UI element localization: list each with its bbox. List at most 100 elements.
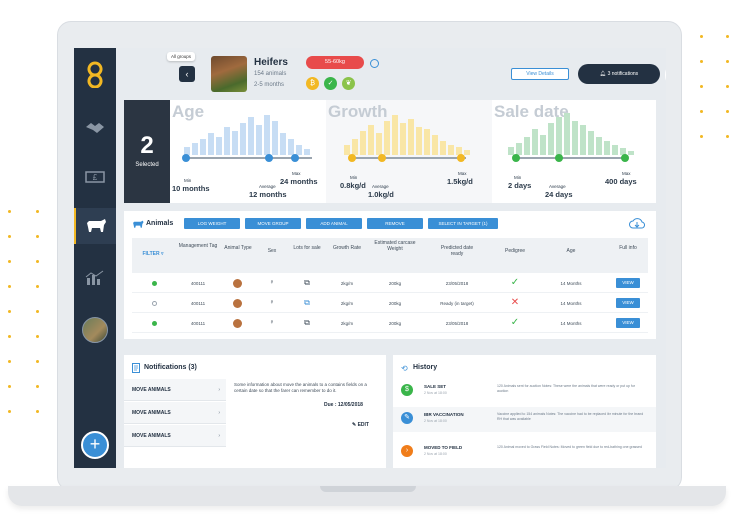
history-name: MOVED TO FIELD [424, 445, 463, 450]
col-animal-type[interactable]: Animal Type [224, 245, 252, 251]
add-animal-button[interactable]: ADD ANIMAL [306, 218, 362, 229]
notification-item[interactable]: MOVE ANIMALS › [124, 402, 226, 424]
history-item[interactable]: › MOVED TO FIELD 2 Nov at 18:00 120 Anim… [393, 440, 656, 465]
view-details-button[interactable]: View Details [511, 68, 569, 80]
col-carcase-weight[interactable]: Estimated carcase Weight [374, 240, 416, 252]
history-name: SALE SET [424, 384, 447, 389]
select-in-target-button[interactable]: SELECT IN TARGET (1) [428, 218, 498, 229]
age-max-handle[interactable] [291, 154, 299, 162]
external-link-icon[interactable]: ⧉ [304, 278, 310, 287]
female-icon: ♀ [269, 299, 275, 306]
pencil-icon: ✎ [352, 422, 357, 428]
col-management-tag[interactable]: Management Tag [178, 243, 218, 249]
sale-min-handle[interactable] [512, 154, 520, 162]
table-row[interactable]: 400111 ♀ ⧉ 2kg/m 200kg Ready (in target)… [132, 294, 648, 313]
notifications-panel: Notifications (3) MOVE ANIMALS › MOVE ANI… [124, 355, 386, 468]
sidebar-item-trade[interactable] [74, 114, 116, 142]
table-row[interactable]: 400111 ♀ ⧉ 2kg/m 200kg 23/05/2018 ✓ 14 M… [132, 314, 648, 333]
edit-label: EDIT [357, 422, 369, 428]
cloud-download-icon[interactable] [629, 217, 645, 230]
growth-min-handle[interactable] [348, 154, 356, 162]
app-screen: £ + All groups ‹ Heifers 154 animals 2-5… [74, 48, 666, 468]
remove-button[interactable]: REMOVE [367, 218, 423, 229]
growth-avg-value: 1.0kg/d [368, 190, 394, 199]
col-predicted-date[interactable]: Predicted date ready [440, 245, 474, 257]
selected-box: 2 Selected [124, 100, 170, 203]
history-date: 2 Nov at 18:00 [424, 391, 447, 395]
sidebar-item-finance[interactable]: £ [74, 163, 116, 191]
coin-badge-icon: ₿ [306, 77, 319, 90]
age-min-handle[interactable] [182, 154, 190, 162]
notification-item[interactable]: MOVE ANIMALS › [124, 379, 226, 401]
notification-item[interactable]: MOVE ANIMALS › [124, 425, 226, 447]
notifications-button[interactable]: 🔔︎ 3 notifications [578, 64, 660, 84]
avatar[interactable] [82, 317, 108, 343]
move-group-button[interactable]: MOVE GROUP [245, 218, 301, 229]
growth-min-value: 0.8kg/d [340, 181, 366, 190]
growth-min-label: Min [350, 175, 358, 180]
col-age[interactable]: Age [566, 248, 576, 254]
history-item[interactable]: ✎ IBR VACCINATION 2 Nov at 18:00 Vaccine… [393, 407, 656, 432]
external-link-icon[interactable]: ⧉ [304, 298, 310, 307]
sale-max-label: Max [622, 171, 631, 176]
cell-date: 23/05/2018 [445, 321, 469, 326]
top-bar: All groups ‹ Heifers 154 animals 2-5 mon… [116, 48, 666, 98]
cell-date: 23/05/2018 [445, 281, 469, 286]
view-button[interactable]: VIEW [616, 318, 640, 328]
age-panel: Age Min [170, 100, 326, 203]
col-lots-for-sale[interactable]: Lots for sale [293, 245, 321, 251]
cell-age: 14 Months [560, 281, 582, 286]
col-pedigree[interactable]: Pedigree [504, 248, 525, 254]
history-item[interactable]: $ SALE SET 2 Nov at 18:00 120 Animals se… [393, 379, 656, 404]
age-avg-handle [265, 154, 273, 162]
external-link-icon[interactable]: ⧉ [304, 318, 310, 327]
growth-max-handle[interactable] [457, 154, 465, 162]
growth-title: Growth [328, 102, 388, 121]
growth-avg-label: Average [372, 184, 389, 189]
arrow-right-icon: › [401, 445, 413, 457]
history-date: 2 Nov at 18:00 [424, 419, 447, 423]
weight-label: 55-60kg [325, 59, 345, 65]
col-sex[interactable]: Sex [267, 248, 277, 254]
animals-panel: Animals LOG WEIGHT MOVE GROUP ADD ANIMAL… [124, 211, 656, 339]
sale-avg-label: Average [549, 184, 566, 189]
view-button[interactable]: VIEW [616, 278, 640, 288]
animal-type-icon [233, 299, 242, 308]
col-full-info[interactable]: Full info [619, 245, 637, 251]
log-weight-button[interactable]: LOG WEIGHT [184, 218, 240, 229]
logo-icon[interactable] [83, 60, 107, 88]
history-title: History [413, 364, 438, 371]
sidebar-item-animals[interactable] [74, 208, 116, 244]
money-icon: £ [85, 171, 105, 183]
age-avg-value: 12 months [249, 190, 287, 199]
cell-tag: 400111 [190, 281, 206, 286]
sidebar-item-reports[interactable] [74, 264, 116, 292]
filter-button[interactable]: FILTER ▿ [142, 251, 164, 257]
sale-max-handle[interactable] [621, 154, 629, 162]
view-button[interactable]: VIEW [616, 298, 640, 308]
chevron-right-icon: › [218, 433, 220, 439]
history-desc: Vaccine applied to 154 animals Notes: Th… [497, 412, 644, 421]
status-dot [152, 281, 157, 286]
group-avatar[interactable] [665, 59, 666, 91]
check-icon: ✓ [510, 277, 520, 288]
sidebar: £ + [74, 48, 116, 468]
table-header: FILTER ▿ Management Tag Animal Type Sex … [132, 238, 648, 273]
col-growth-rate[interactable]: Growth Rate [332, 245, 362, 251]
weight-pill[interactable]: 55-60kg [306, 56, 364, 69]
sale-histogram [508, 110, 638, 155]
sale-avg-handle [555, 154, 563, 162]
cell-age: 14 Months [560, 301, 582, 306]
history-date: 2 Nov at 18:00 [424, 452, 447, 456]
sale-avg-value: 24 days [545, 190, 573, 199]
add-button[interactable]: + [81, 431, 109, 459]
info-icon[interactable] [370, 59, 379, 68]
age-histogram [184, 110, 314, 155]
table-row[interactable]: 400111 ♀ ⧉ 2kg/m 200kg 23/05/2018 ✓ 14 M… [132, 274, 648, 293]
notification-label: MOVE ANIMALS [132, 433, 171, 439]
filter-label: FILTER [142, 251, 160, 257]
selected-count: 2 [140, 132, 154, 159]
edit-button[interactable]: ✎ EDIT [352, 422, 369, 428]
back-button[interactable]: ‹ [179, 66, 195, 82]
herd-name: Heifers [254, 57, 288, 68]
